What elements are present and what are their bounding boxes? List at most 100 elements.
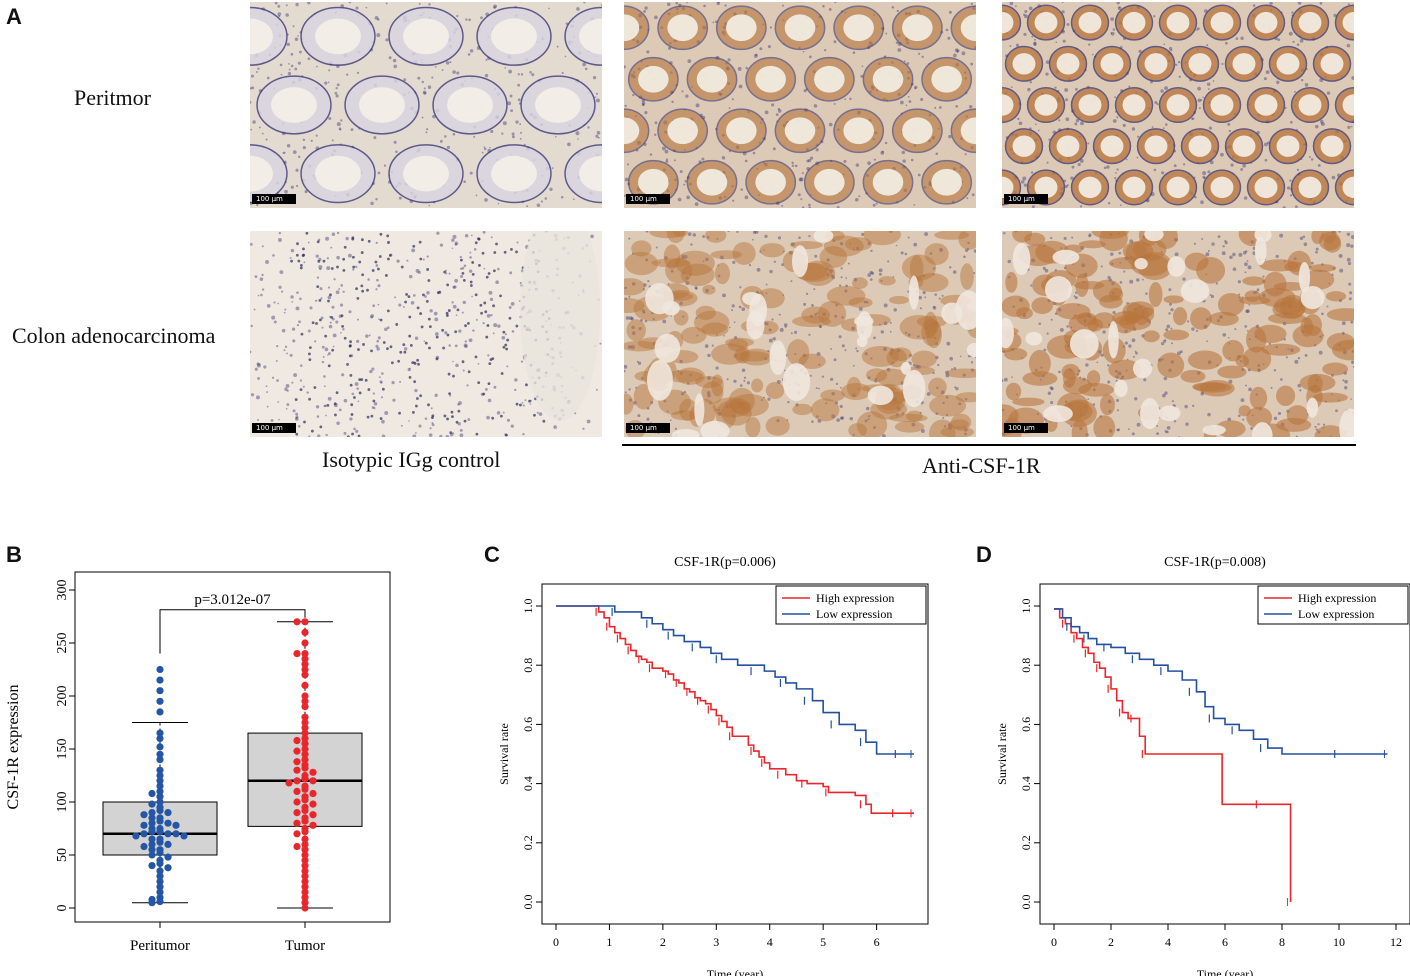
data-point: [140, 811, 148, 819]
x-tick-label: 10: [1333, 935, 1345, 949]
micrograph-2: 100 μm: [624, 2, 976, 208]
x-tick-label: 6: [1222, 935, 1228, 949]
caption-isotypic-control: Isotypic IGg control: [322, 447, 501, 472]
data-point: [140, 830, 148, 838]
data-point: [301, 877, 309, 886]
data-point: [156, 867, 164, 875]
y-tick-label: 0.4: [521, 776, 535, 791]
x-tick-label: 0: [553, 935, 559, 949]
legend-label: High expression: [1298, 591, 1376, 605]
data-point: [156, 676, 164, 684]
data-point: [301, 745, 309, 753]
scale-bar: 100 μm: [1004, 423, 1048, 433]
panel-d-letter: D: [976, 542, 992, 567]
survival-curve-low: [1054, 608, 1388, 755]
data-point: [301, 740, 309, 748]
data-point: [172, 830, 180, 838]
data-point: [156, 806, 164, 815]
data-point: [156, 743, 164, 751]
data-point: [156, 838, 164, 846]
data-point: [301, 718, 309, 727]
data-point: [301, 846, 309, 854]
y-tick-label: 0.8: [1019, 658, 1033, 673]
data-point: [301, 904, 309, 912]
panel-c-letter: C: [484, 542, 500, 567]
panel-c-survival-chart: CSF-1R(p=0.006) 0.0 0.2 0.4 0.6 0.8 1.0 Surviva…: [497, 555, 929, 976]
legend-label: Low expression: [816, 607, 892, 621]
survival-curve-high: [1054, 608, 1292, 902]
data-point: [156, 787, 164, 795]
legend-box: [1257, 585, 1409, 625]
x-tick-label: 4: [1165, 935, 1171, 949]
data-point: [156, 798, 164, 806]
micrograph-6: 100 μm: [1002, 231, 1354, 437]
data-point: [164, 840, 172, 848]
data-point: [148, 862, 156, 870]
data-point: [301, 639, 309, 647]
data-point: [156, 771, 164, 780]
data-point: [156, 883, 164, 891]
data-point: [293, 842, 301, 851]
data-point: [301, 681, 309, 689]
data-point: [148, 809, 156, 817]
data-point: [293, 758, 301, 766]
data-point: [293, 777, 301, 785]
data-point: [301, 650, 309, 658]
data-point: [156, 734, 164, 742]
panel-b-boxplot: 0 50 100 150 200 250 300 CSF-1R expression Perit…: [5, 571, 391, 954]
y-tick-label: 150: [55, 739, 70, 760]
data-point: [301, 697, 309, 705]
data-point: [309, 789, 317, 798]
data-point: [293, 830, 301, 838]
data-point: [301, 817, 309, 825]
data-point: [293, 650, 301, 658]
data-point: [301, 775, 309, 783]
data-point: [309, 800, 317, 808]
data-point: [301, 796, 309, 804]
data-point: [156, 777, 164, 785]
panel-b-letter: B: [6, 542, 22, 567]
anti-csf1r-bracket-line: [622, 444, 1356, 446]
data-point: [148, 828, 156, 836]
scale-bar: 100 μm: [1004, 194, 1048, 204]
y-tick-label: 0.2: [1019, 835, 1033, 850]
row-label-adenocarcinoma: Colon adenocarcinoma: [12, 323, 216, 348]
data-point: [148, 840, 156, 848]
data-point: [140, 842, 148, 851]
legend-label: Low expression: [1298, 607, 1374, 621]
x-category-label: Peritumor: [130, 938, 190, 954]
data-point: [293, 787, 301, 795]
data-point: [164, 809, 172, 817]
y-tick-label: 0.4: [1019, 776, 1033, 791]
data-point: [148, 851, 156, 859]
data-point: [301, 899, 309, 907]
data-point: [301, 618, 309, 626]
y-tick-label: 1.0: [521, 599, 535, 614]
data-point: [156, 888, 164, 896]
y-axis-label: CSF-1R expression: [5, 685, 22, 810]
data-point: [301, 856, 309, 864]
y-tick-label: 100: [55, 792, 70, 813]
micrograph-1: 100 μm: [250, 2, 602, 208]
y-tick-label: 0.0: [521, 895, 535, 910]
y-tick-label: 0.6: [1019, 717, 1033, 732]
chart-title: CSF-1R(p=0.008): [1164, 555, 1266, 570]
data-point: [156, 708, 164, 716]
y-tick-label: 0.2: [521, 835, 535, 850]
data-point: [156, 849, 164, 857]
significance-bracket: [159, 609, 306, 654]
legend-label: High expression: [816, 591, 894, 605]
data-point: [172, 821, 180, 829]
survival-curve-low: [556, 605, 914, 755]
x-axis-label: Time (year): [707, 967, 764, 976]
data-point: [301, 851, 309, 859]
chart-title: CSF-1R(p=0.006): [674, 555, 776, 570]
micrograph-3: 100 μm: [1002, 2, 1354, 208]
data-point: [301, 628, 309, 636]
data-point: [156, 766, 164, 774]
y-tick-label: 200: [55, 686, 70, 707]
data-point: [148, 899, 156, 907]
scale-bar: 100 μm: [626, 423, 670, 433]
data-point: [164, 819, 172, 827]
data-point: [156, 756, 164, 764]
